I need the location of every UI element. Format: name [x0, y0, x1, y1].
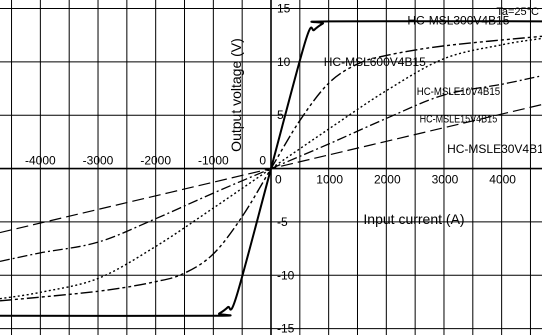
x-tick-label: -4000 — [25, 154, 56, 168]
series-label: HC-MSLE15V4B15 — [420, 114, 498, 126]
x-tick-label: 2000 — [374, 173, 401, 187]
series-line-hc-msle15v4b15 — [0, 75, 542, 263]
series-lines — [0, 20, 542, 317]
series-label: HC-MSLE30V4B15 — [447, 142, 542, 156]
x-tick-label: 4000 — [489, 173, 516, 187]
x-tick-label: 0 — [275, 173, 282, 187]
series-line-hc-msle30v4b15 — [0, 103, 542, 234]
x-axis-label: Input current (A) — [363, 211, 464, 227]
tick-labels: -4000 -3000 -2000 -1000 0 1000 2000 3000 4000 -15… — [25, 2, 516, 335]
x-tick-label: 3000 — [432, 173, 459, 187]
y-tick-label: -10 — [277, 268, 295, 282]
series-label: HC-MSL600V4B15 — [324, 55, 426, 69]
y-tick-label: 10 — [277, 55, 291, 69]
x-tick-label: -2000 — [140, 154, 171, 168]
series-label: HC-MSLE10V4B15 — [417, 86, 501, 98]
x-tick-label: -3000 — [83, 154, 114, 168]
y-tick-label: -5 — [277, 215, 288, 229]
series-label: HC-MSL300V4B15 — [407, 14, 509, 28]
x-tick-label: 1000 — [316, 173, 343, 187]
temperature-annotation: Ta=25°C — [496, 6, 539, 18]
y-axis-label: Output voltage (V) — [228, 38, 244, 152]
y-tick-label: 5 — [277, 108, 284, 122]
series-labels: HC-MSL300V4B15 HC-MSL600V4B15 HC-MSLE10V4B… — [324, 14, 542, 157]
y-tick-label: -15 — [277, 322, 295, 335]
y-tick-label: 15 — [277, 2, 291, 16]
x-tick-label: -1000 — [198, 154, 229, 168]
y-tick-label: 0 — [259, 154, 266, 168]
